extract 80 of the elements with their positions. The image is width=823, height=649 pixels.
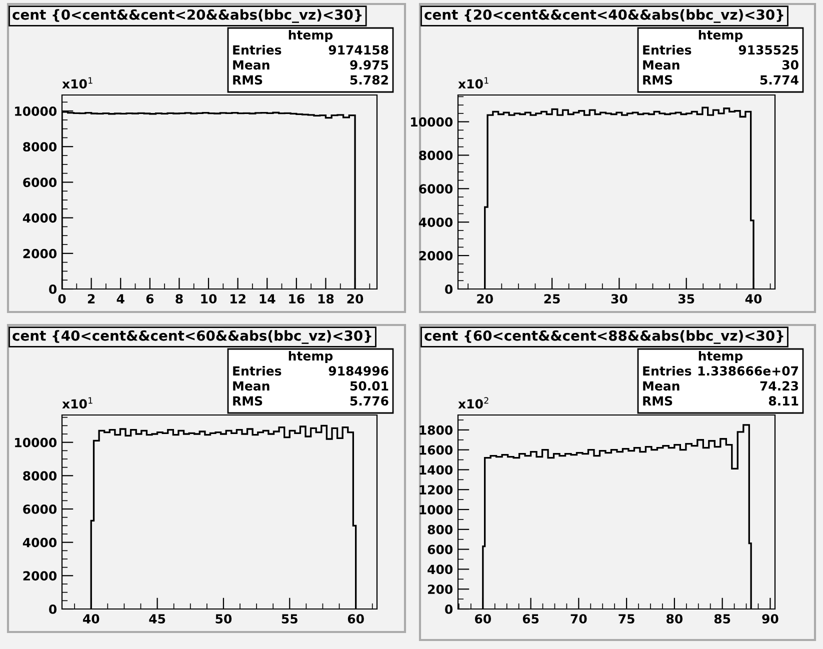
- x-tick-label: 6: [146, 294, 154, 304]
- y-tick-label: 1000: [420, 504, 453, 514]
- y-tick-label: 0: [49, 604, 57, 614]
- y-tick-label: 0: [445, 604, 453, 614]
- text: RMS 5.774: [643, 75, 798, 85]
- text: x10$^{2}$: [458, 397, 488, 409]
- text: Entries 9174158: [233, 44, 388, 55]
- x-tick-label: 14: [260, 294, 276, 304]
- x-tick-label: 60: [474, 614, 491, 624]
- chart-title: cent {0<cent&&cent<20&&abs(bbc_vz)<30}: [12, 9, 362, 23]
- chart-title: cent {60<cent&&cent<88&&abs(bbc_vz)<30}: [424, 330, 784, 344]
- y-tick-label: 0: [445, 284, 453, 294]
- x-tick-label: 70: [570, 614, 587, 624]
- y-tick-label: 4000: [22, 538, 57, 548]
- y-tick-label: 800: [428, 524, 453, 534]
- x-tick-label: 40: [82, 614, 100, 624]
- text: Mean 30: [643, 60, 798, 70]
- chart-title: cent {40<cent&&cent<60&&abs(bbc_vz)<30}: [12, 330, 372, 344]
- y-tick-label: 10000: [15, 106, 57, 116]
- text: x10$^{1}$: [458, 77, 488, 89]
- x-tick-label: 65: [522, 614, 539, 624]
- text: Mean 50.01: [233, 381, 388, 391]
- y-tick-label: 8000: [419, 150, 453, 160]
- x-tick-label: 18: [318, 294, 334, 304]
- text: Entries 9184996: [233, 366, 388, 376]
- x-tick-label: 35: [678, 294, 694, 304]
- x-tick-label: 20: [347, 294, 364, 304]
- y-tick-label: 1600: [420, 445, 453, 455]
- x-tick-label: 4: [116, 294, 124, 304]
- x-tick-label: 80: [666, 614, 683, 624]
- x-tick-label: 50: [216, 614, 232, 624]
- x-tick-label: 55: [282, 614, 298, 624]
- x-tick-label: 40: [745, 294, 762, 304]
- y-tick-label: 1200: [420, 485, 453, 495]
- text: x10$^{1}$: [62, 397, 92, 409]
- text: RMS 5.782: [233, 75, 388, 85]
- y-tick-label: 6000: [23, 178, 57, 188]
- x-tick-label: 90: [762, 614, 778, 624]
- text: Mean 74.23: [643, 381, 798, 391]
- y-tick-label: 600: [428, 544, 453, 554]
- x-tick-label: 60: [348, 614, 364, 624]
- y-tick-label: 6000: [23, 504, 57, 514]
- y-tick-label: 10000: [411, 117, 453, 127]
- y-tick-label: 2000: [419, 251, 453, 260]
- text: Mean 9.975: [233, 60, 388, 70]
- text: Entries 9135525: [643, 44, 798, 55]
- x-tick-label: 16: [289, 294, 304, 304]
- text: RMS 8.11: [643, 396, 798, 406]
- text: htemp: [698, 350, 743, 364]
- x-tick-label: 12: [230, 294, 246, 304]
- text: Entries 1.338666e+07: [643, 366, 798, 376]
- x-tick-label: 75: [618, 614, 634, 624]
- y-tick-label: 6000: [419, 184, 453, 194]
- y-tick-label: 10000: [15, 438, 57, 448]
- y-tick-label: 0: [49, 284, 57, 294]
- y-tick-label: 8000: [23, 142, 57, 152]
- y-tick-label: 400: [428, 564, 453, 574]
- text: htemp: [288, 30, 333, 42]
- text: htemp: [698, 30, 743, 42]
- x-tick-label: 30: [611, 294, 628, 304]
- x-tick-label: 10: [201, 294, 217, 304]
- y-tick-label: 8000: [23, 471, 57, 481]
- x-tick-label: 8: [176, 294, 183, 304]
- text: RMS 5.776: [233, 396, 388, 406]
- y-tick-label: 4000: [22, 213, 57, 223]
- x-tick-label: 85: [714, 614, 730, 624]
- x-tick-label: 2: [88, 294, 95, 304]
- y-tick-label: 200: [428, 584, 453, 594]
- x-tick-label: 0: [58, 294, 66, 304]
- y-tick-label: 4000: [418, 218, 453, 228]
- text: htemp: [288, 350, 333, 364]
- y-tick-label: 1800: [420, 425, 453, 435]
- x-tick-label: 45: [149, 614, 166, 624]
- text: x10$^{1}$: [62, 77, 92, 89]
- y-tick-label: 2000: [23, 571, 57, 581]
- y-tick-label: 1400: [420, 465, 453, 475]
- chart-title: cent {20<cent&&cent<40&&abs(bbc_vz)<30}: [424, 9, 784, 23]
- x-tick-label: 25: [544, 294, 560, 304]
- x-tick-label: 20: [477, 294, 493, 304]
- y-tick-label: 2000: [23, 248, 57, 258]
